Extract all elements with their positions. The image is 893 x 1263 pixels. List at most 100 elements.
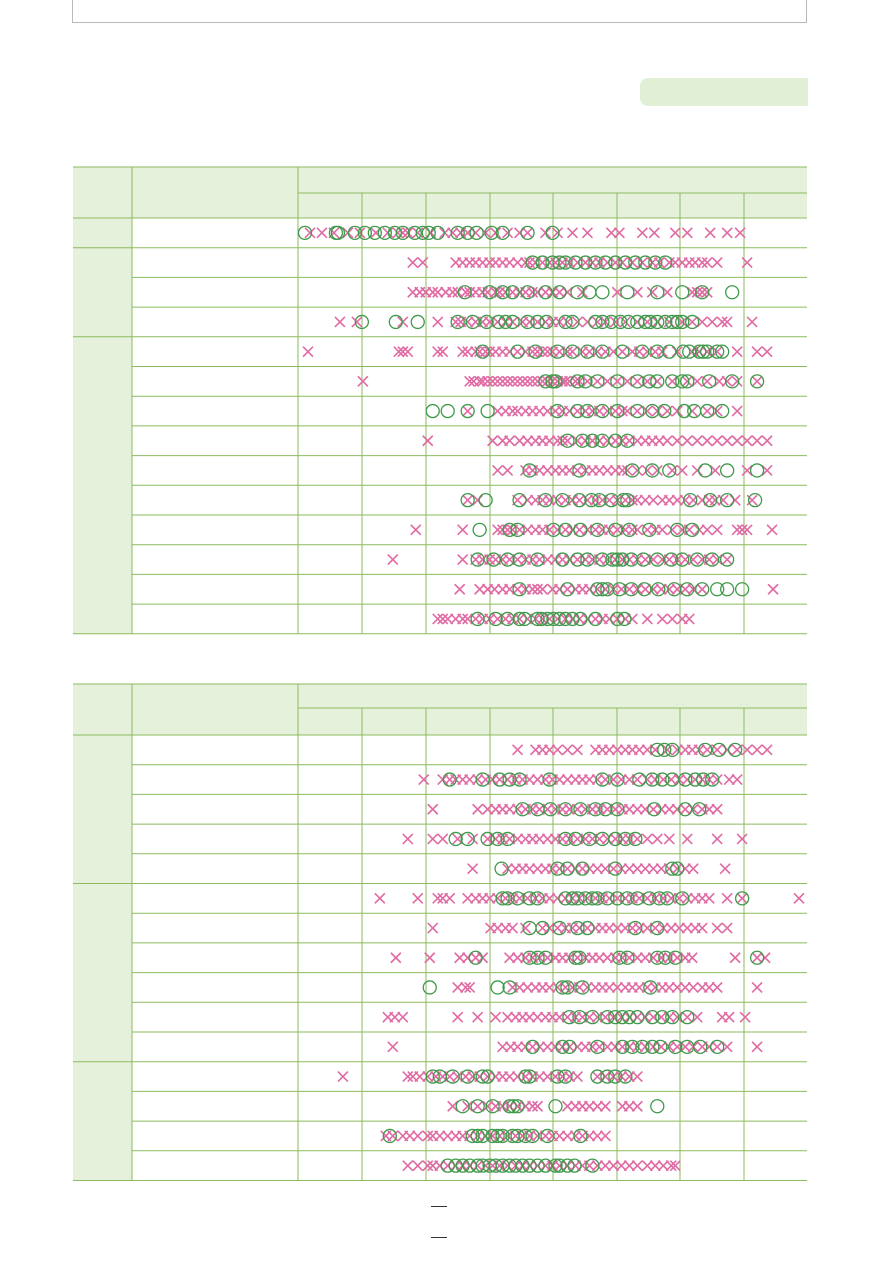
cross-mark (442, 1160, 454, 1172)
circle-mark (347, 225, 363, 241)
circle-mark (450, 314, 465, 330)
circle-mark (696, 772, 711, 787)
cross-mark (387, 1130, 399, 1142)
cross-mark (581, 316, 593, 328)
cross-mark (427, 922, 439, 934)
cross-mark (387, 553, 399, 566)
cross-mark (663, 981, 675, 994)
circle-mark (710, 344, 725, 359)
cross-mark (711, 553, 723, 566)
cross-mark (482, 803, 494, 815)
cross-mark (507, 922, 519, 934)
cross-mark (442, 613, 454, 625)
circle-mark (562, 1010, 577, 1025)
circle-mark (543, 802, 558, 817)
cross-mark (302, 346, 314, 358)
cross-mark (601, 405, 613, 417)
circle-mark (555, 552, 570, 567)
cross-mark (687, 981, 699, 994)
cross-mark (613, 227, 625, 239)
marker-row (334, 314, 758, 330)
cross-mark (761, 744, 773, 756)
circle-mark (387, 225, 402, 241)
circle-mark (505, 285, 520, 300)
cross-mark (472, 1100, 484, 1112)
cross-mark (502, 464, 514, 477)
cross-mark (711, 981, 723, 994)
cross-mark (639, 863, 651, 875)
circle-mark (650, 314, 665, 330)
cross-mark (533, 833, 546, 845)
circle-mark (505, 314, 520, 330)
circle-mark (555, 980, 570, 995)
circle-mark (502, 1099, 517, 1114)
circle-mark (645, 1039, 660, 1054)
circle-mark (510, 344, 525, 359)
cross-mark (559, 375, 572, 387)
circle-mark (630, 403, 645, 419)
cross-mark (484, 892, 496, 904)
cross-mark (721, 435, 733, 447)
cross-mark (641, 613, 653, 625)
marker-row (374, 891, 805, 906)
circle-mark (395, 225, 410, 241)
cross-mark (462, 892, 474, 904)
circle-mark (724, 285, 740, 300)
cross-mark (462, 346, 474, 358)
circle-mark (470, 611, 485, 627)
cross-mark (561, 1130, 574, 1142)
circle-mark (658, 950, 673, 965)
cross-mark (607, 1160, 619, 1172)
cross-mark (462, 316, 474, 328)
cross-mark (663, 803, 675, 815)
cross-mark (553, 1160, 566, 1172)
circle-mark (590, 1069, 605, 1084)
cross-mark (671, 803, 683, 815)
cross-mark (492, 464, 504, 477)
circle-mark (558, 255, 573, 270)
cross-mark (354, 227, 366, 239)
circle-mark (330, 225, 346, 241)
circle-mark (600, 891, 615, 906)
cross-mark (462, 613, 474, 625)
circle-mark (637, 582, 652, 597)
circle-mark (605, 552, 620, 567)
circle-mark (500, 831, 515, 847)
cross-mark (681, 435, 693, 447)
cross-mark (633, 744, 645, 756)
circle-mark (650, 950, 665, 965)
cross-mark (489, 583, 501, 595)
cross-mark (599, 1160, 611, 1172)
cross-mark (711, 524, 723, 536)
cross-mark (691, 286, 703, 298)
cross-mark (611, 981, 623, 994)
cross-mark (666, 613, 678, 625)
circle-mark (538, 1158, 553, 1173)
circle-mark (734, 891, 750, 906)
circle-mark (608, 831, 623, 847)
cross-mark (553, 1130, 566, 1142)
circle-mark (542, 772, 557, 787)
cross-mark (492, 524, 504, 536)
cross-mark (631, 952, 643, 964)
cross-mark (563, 1070, 576, 1083)
cross-mark (646, 286, 658, 298)
cross-mark (761, 346, 773, 358)
cross-mark (452, 1070, 464, 1083)
cross-mark (561, 744, 574, 756)
circle-mark (495, 285, 510, 300)
cross-mark (512, 744, 524, 756)
cross-mark (691, 464, 703, 477)
circle-mark (676, 344, 691, 359)
cross-mark (460, 981, 472, 994)
circle-mark (567, 1158, 582, 1173)
marker-row (467, 861, 731, 876)
cross-mark (591, 375, 603, 387)
cross-mark (504, 256, 516, 269)
circle-mark (662, 344, 677, 359)
circle-mark (643, 314, 658, 330)
circle-mark (484, 225, 499, 241)
cross-mark (729, 952, 741, 964)
cross-mark (631, 1011, 643, 1023)
circle-mark (616, 492, 631, 508)
